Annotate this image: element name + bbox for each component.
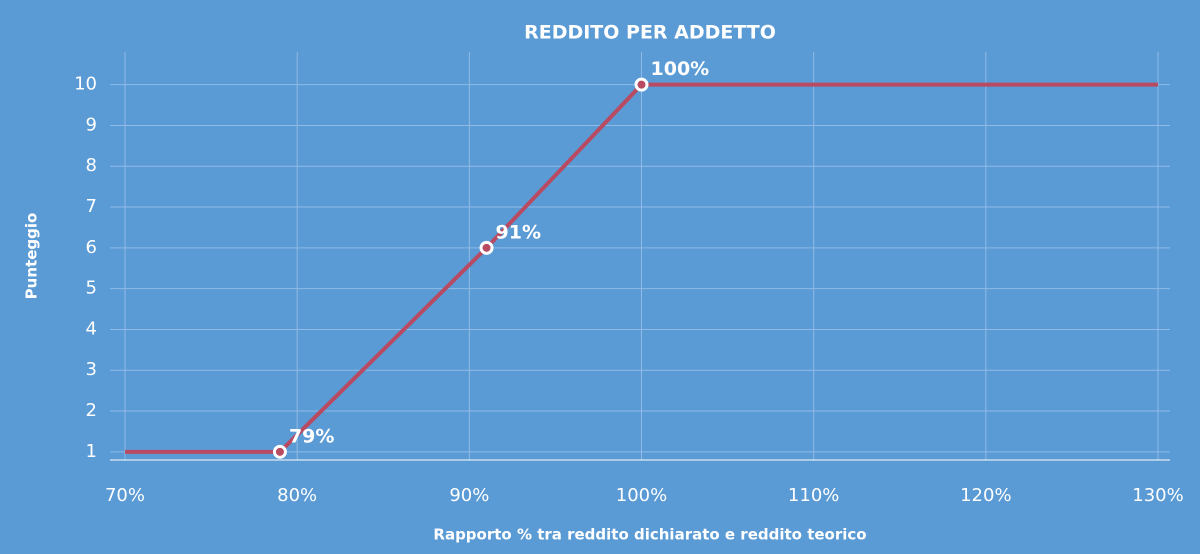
y-tick-label: 5 [86,278,97,299]
y-tick-label: 3 [86,359,97,380]
x-tick-label: 70% [105,485,145,506]
point-label: 91% [496,221,541,243]
y-tick-label: 6 [86,237,97,258]
y-tick-label: 9 [86,114,97,135]
y-tick-label: 7 [86,196,97,217]
y-tick-label: 4 [86,318,97,339]
x-tick-label: 130% [1132,485,1183,506]
point-label: 100% [651,58,710,80]
y-tick-label: 1 [86,441,97,462]
y-tick-label: 10 [74,74,97,95]
x-tick-label: 90% [449,485,489,506]
x-tick-label: 110% [788,485,839,506]
point-marker [634,77,649,92]
y-tick-label: 8 [86,155,97,176]
point-label: 79% [289,425,334,447]
point-marker [479,240,494,255]
x-tick-label: 80% [277,485,317,506]
x-tick-label: 120% [960,485,1011,506]
point-marker [272,444,287,459]
chart-title: REDDITO PER ADDETTO [524,22,776,44]
y-axis-label: Punteggio [23,213,41,300]
y-tick-label: 2 [86,400,97,421]
x-tick-label: 100% [616,485,667,506]
x-axis-label: Rapporto % tra reddito dichiarato e redd… [433,526,866,544]
